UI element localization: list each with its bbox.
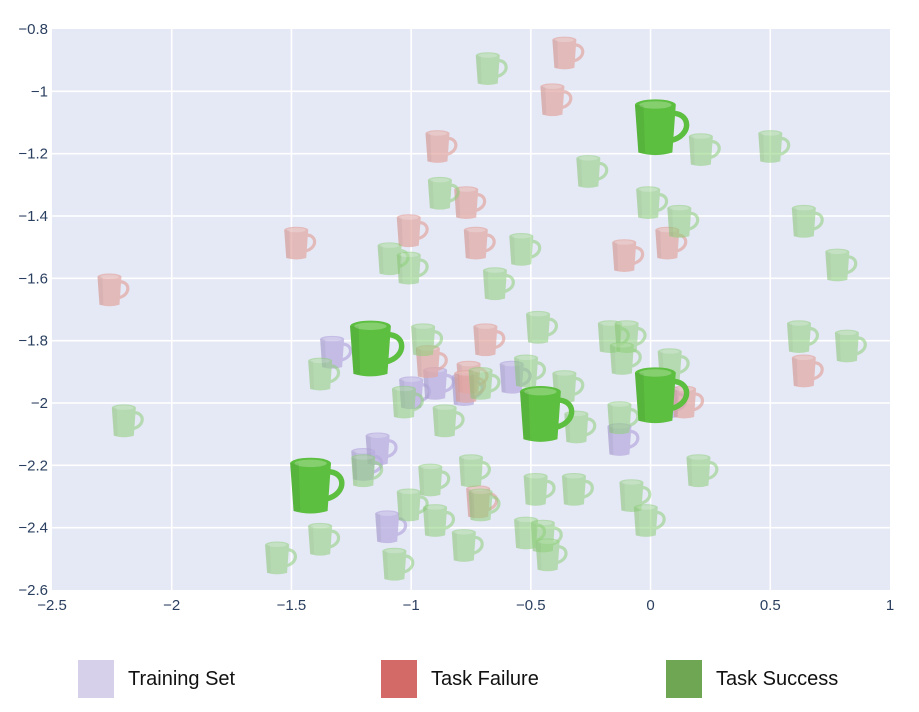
task-success-mug-point (633, 504, 666, 537)
x-tick-label: −2 (163, 597, 180, 614)
legend-item-task-success[interactable]: Task Success (666, 660, 838, 698)
task-failure-mug-point (552, 36, 585, 70)
legend-swatch-task-success (666, 660, 702, 698)
task-success-mug-point (514, 354, 547, 388)
y-tick-label: −2.4 (18, 520, 48, 537)
y-tick-label: −2.2 (18, 457, 48, 474)
task-success-mug-point (688, 133, 721, 167)
task-success-mug-point (667, 204, 700, 238)
x-tick-label: −1.5 (277, 597, 307, 614)
task-success-mug-point (459, 454, 491, 488)
x-tick-label: −0.5 (516, 597, 546, 614)
grid-lines (52, 29, 890, 590)
task-success-mug-highlight (634, 367, 690, 424)
task-success-mug-point (423, 504, 456, 537)
task-success-mug-point (482, 267, 515, 301)
task-success-mug-point (111, 404, 144, 438)
x-tick-label: −1 (403, 597, 420, 614)
task-failure-mug-point (540, 83, 573, 117)
task-success-mug-point (265, 541, 298, 575)
y-axis-ticks: −0.8 −1 −1.2 −1.4 −1.6 −1.8 −2 −2.2 −2.4 −2.6 (18, 21, 48, 599)
legend: Training Set Task Failure Task Success (0, 660, 919, 708)
y-tick-label: −2 (31, 395, 48, 412)
task-success-mug-point (607, 401, 640, 435)
task-success-mug-point (396, 251, 429, 285)
legend-swatch-task-failure (381, 660, 417, 698)
y-tick-label: −1.6 (18, 270, 48, 287)
task-success-mug-point (468, 367, 501, 400)
x-tick-label: 0.5 (760, 597, 781, 614)
task-success-mug-point (475, 52, 508, 86)
task-failure-mug-point (463, 226, 496, 260)
task-success-mug-point (411, 323, 444, 357)
y-tick-label: −0.8 (18, 21, 48, 38)
task-success-mug-point (382, 547, 415, 581)
task-success-mug-point (834, 329, 867, 363)
x-tick-label: −2.5 (37, 597, 67, 614)
task-failure-mug-point (284, 226, 317, 260)
task-failure-mug-point (97, 273, 130, 307)
task-success-mug-point (787, 320, 819, 354)
highlighted-marks (290, 99, 690, 514)
task-failure-mug-point (612, 239, 645, 273)
x-axis-ticks: −2.5 −2 −1.5 −1 −0.5 0 0.5 1 (37, 597, 894, 614)
task-success-mug-highlight (520, 386, 575, 442)
task-success-mug-point (791, 204, 824, 238)
task-success-mug-highlight (634, 99, 690, 156)
task-success-mug-point (526, 310, 558, 344)
task-success-mug-point (451, 529, 484, 562)
legend-label-task-success: Task Success (716, 667, 839, 690)
task-success-mug-point (758, 130, 791, 163)
y-tick-label: −1.4 (18, 208, 48, 225)
task-success-mug-point (561, 472, 594, 506)
legend-swatch-training-set (78, 660, 114, 698)
task-success-mug-point (391, 385, 424, 419)
task-success-mug-point (686, 454, 719, 488)
task-failure-mug-point (396, 214, 429, 248)
task-success-mug-point (609, 342, 642, 375)
y-tick-label: −1 (31, 83, 48, 100)
task-success-mug-highlight (350, 320, 405, 377)
task-success-mug-point (514, 516, 547, 550)
task-success-mug-point (396, 488, 429, 522)
task-success-mug-point (468, 488, 501, 522)
y-tick-label: −2.6 (18, 582, 48, 599)
legend-item-training-set[interactable]: Training Set (78, 660, 235, 698)
task-success-mug-point (351, 454, 384, 488)
task-success-mug-point (636, 186, 669, 220)
task-success-mug-point (523, 472, 556, 506)
data-marks (97, 36, 867, 581)
legend-item-task-failure[interactable]: Task Failure (381, 660, 539, 698)
x-tick-label: 1 (886, 597, 894, 614)
task-success-mug-point (427, 176, 460, 210)
task-success-mug-highlight (290, 457, 345, 514)
task-failure-mug-point (425, 130, 458, 163)
task-success-mug-point (619, 479, 652, 512)
legend-label-training-set: Training Set (128, 667, 236, 690)
task-success-mug-point (576, 155, 609, 188)
task-failure-mug-point (473, 323, 506, 357)
task-failure-mug-point (791, 354, 824, 388)
task-success-mug-point (535, 538, 568, 572)
y-tick-label: −1.8 (18, 333, 48, 350)
task-success-mug-point (418, 463, 451, 497)
x-tick-label: 0 (646, 597, 654, 614)
task-success-mug-point (509, 232, 542, 266)
task-success-mug-point (308, 522, 341, 556)
task-failure-mug-point (454, 186, 487, 220)
task-success-mug-point (308, 357, 341, 391)
y-tick-label: −1.2 (18, 146, 48, 163)
task-success-mug-point (432, 404, 465, 438)
mug-scatter-chart: −2.5 −2 −1.5 −1 −0.5 0 0.5 1 −0.8 −1 −1.2 −1.4 −1.6… (18, 21, 894, 614)
task-success-mug-point (825, 248, 858, 282)
legend-label-task-failure: Task Failure (431, 667, 539, 690)
